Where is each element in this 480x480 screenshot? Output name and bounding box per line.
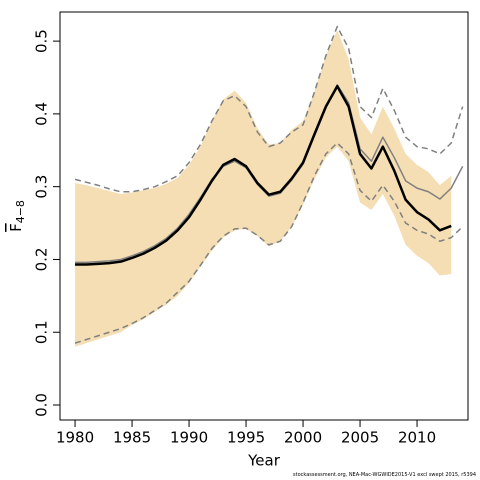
footnote: stockassessment.org, NEA-Mac-WGWIDE2015-…	[293, 472, 476, 478]
line	[75, 84, 452, 266]
x-tick-label: 2005	[341, 429, 379, 447]
y-tick-label: 0.0	[33, 393, 51, 417]
y-axis-label-main: F	[7, 223, 25, 232]
dashed-line	[74, 25, 464, 193]
y-tick-label: 0.2	[33, 248, 51, 272]
x-tick-label: 2010	[398, 429, 436, 447]
dashed-line	[74, 142, 464, 344]
y-tick-label: 0.1	[33, 320, 51, 344]
line	[75, 84, 464, 264]
x-tick-label: 1990	[170, 429, 208, 447]
plot-area	[74, 25, 464, 347]
x-tick-label: 2000	[284, 429, 322, 447]
y-axis-label: F4−8	[7, 200, 28, 232]
x-axis-label: Year	[247, 452, 281, 470]
x-tick-label: 1995	[227, 429, 265, 447]
x-tick-label: 1985	[113, 429, 151, 447]
y-tick-label: 0.4	[33, 102, 51, 126]
x-tick-label: 1980	[56, 429, 94, 447]
y-tick-label: 0.5	[33, 29, 51, 53]
y-axis-label-subscript: 4−8	[14, 200, 27, 223]
y-tick-label: 0.3	[33, 175, 51, 199]
